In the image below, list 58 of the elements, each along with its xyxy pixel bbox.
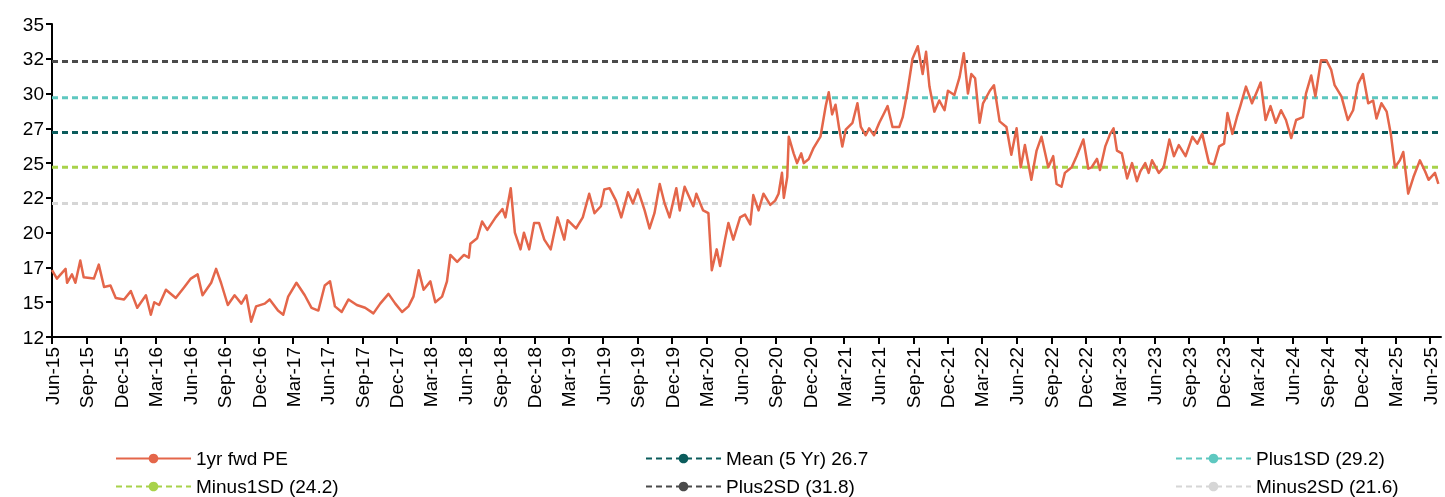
x-tick-label: Jun-21 bbox=[868, 347, 890, 406]
x-tick-label: Dec-16 bbox=[248, 347, 270, 409]
y-tick-label: 12 bbox=[22, 326, 44, 348]
x-tick-label: Jun-16 bbox=[179, 347, 201, 406]
x-tick-label: Mar-22 bbox=[971, 347, 993, 408]
x-tick-label: Dec-23 bbox=[1212, 347, 1234, 409]
y-tick-label: 25 bbox=[22, 152, 44, 174]
x-tick-label: Dec-24 bbox=[1350, 346, 1372, 409]
x-tick-label: Jun-18 bbox=[454, 347, 476, 406]
x-tick-label: Mar-23 bbox=[1109, 347, 1131, 408]
x-tick-label: Jun-25 bbox=[1419, 347, 1441, 406]
legend-label: Plus1SD (29.2) bbox=[1256, 448, 1385, 469]
legend-label: Minus2SD (21.6) bbox=[1256, 476, 1399, 497]
x-tick-label: Dec-22 bbox=[1075, 347, 1097, 409]
x-tick-label: Mar-24 bbox=[1247, 346, 1269, 408]
x-tick-label: Sep-18 bbox=[489, 347, 511, 409]
x-tick-label: Dec-20 bbox=[799, 347, 821, 409]
y-tick-label: 15 bbox=[22, 291, 44, 313]
x-tick-label: Mar-21 bbox=[833, 347, 855, 408]
x-tick-label: Jun-24 bbox=[1281, 346, 1303, 406]
x-tick-label: Sep-20 bbox=[765, 347, 787, 409]
y-tick-label: 22 bbox=[22, 187, 44, 209]
x-tick-label: Mar-25 bbox=[1384, 347, 1406, 408]
x-tick-label: Mar-17 bbox=[282, 347, 304, 408]
x-tick-label: Mar-19 bbox=[557, 347, 579, 408]
legend-label: Minus1SD (24.2) bbox=[196, 476, 339, 497]
x-tick-label: Jun-19 bbox=[592, 347, 614, 406]
x-tick-label: Sep-23 bbox=[1178, 347, 1200, 409]
x-tick-label: Sep-17 bbox=[351, 347, 373, 409]
x-tick-label: Jun-20 bbox=[730, 347, 752, 406]
x-tick-label: Sep-22 bbox=[1040, 347, 1062, 409]
x-tick-label: Dec-15 bbox=[110, 347, 132, 409]
x-tick-label: Dec-21 bbox=[937, 347, 959, 409]
y-tick-label: 20 bbox=[22, 222, 44, 244]
y-tick-label: 35 bbox=[22, 13, 44, 35]
y-tick-label: 30 bbox=[22, 83, 44, 105]
x-tick-label: Sep-24 bbox=[1316, 346, 1338, 409]
y-tick-label: 27 bbox=[22, 117, 44, 139]
x-tick-label: Mar-18 bbox=[420, 347, 442, 408]
x-tick-label: Sep-16 bbox=[214, 347, 236, 409]
x-tick-label: Sep-21 bbox=[903, 347, 925, 409]
y-tick-label: 32 bbox=[22, 48, 44, 70]
legend-label: Plus2SD (31.8) bbox=[726, 476, 855, 497]
x-tick-label: Dec-18 bbox=[523, 347, 545, 409]
legend-label: 1yr fwd PE bbox=[196, 448, 288, 469]
x-tick-label: Dec-17 bbox=[386, 347, 408, 409]
x-tick-label: Mar-16 bbox=[144, 347, 166, 408]
x-tick-label: Jun-17 bbox=[317, 347, 339, 406]
x-tick-label: Dec-19 bbox=[661, 347, 683, 409]
x-tick-label: Jun-23 bbox=[1143, 347, 1165, 406]
line-series bbox=[50, 45, 1440, 323]
x-tick-label: Sep-15 bbox=[76, 347, 98, 409]
x-tick-label: Jun-22 bbox=[1006, 347, 1028, 406]
x-tick-label: Mar-20 bbox=[696, 347, 718, 408]
x-tick-label: Jun-15 bbox=[41, 347, 63, 406]
x-tick-label: Sep-19 bbox=[627, 347, 649, 409]
y-tick-label: 17 bbox=[22, 256, 44, 278]
legend-label: Mean (5 Yr) 26.7 bbox=[726, 448, 869, 469]
